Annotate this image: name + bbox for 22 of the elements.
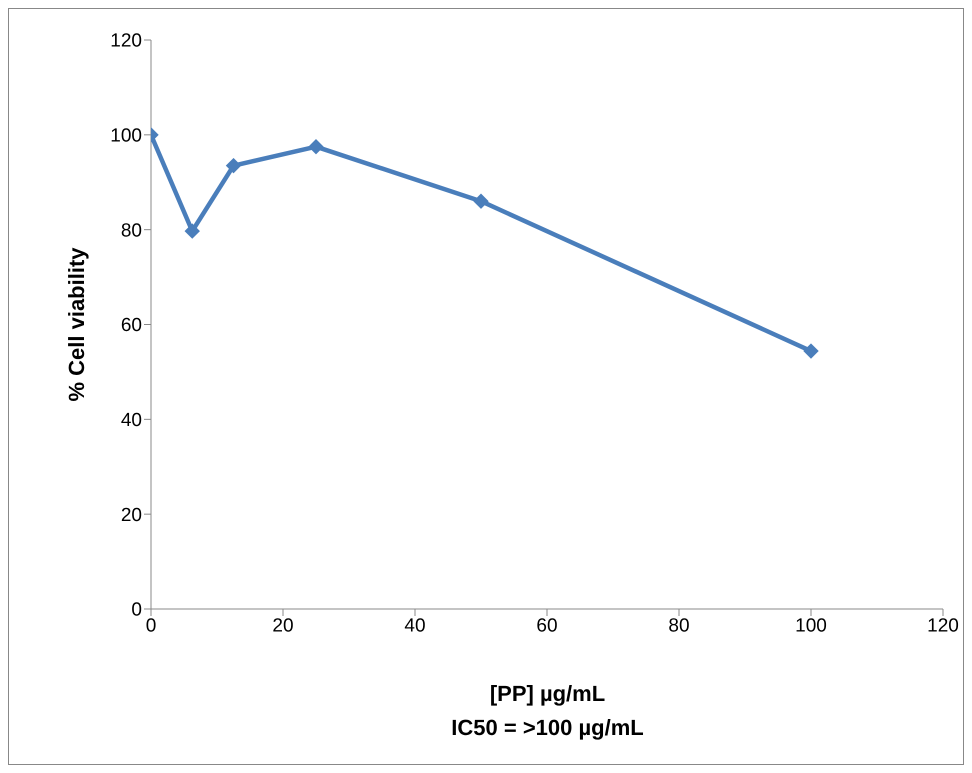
point (804, 344, 818, 359)
y-tick-label: 40 (120, 410, 142, 432)
y-tick-label: 20 (120, 504, 142, 526)
x-axis-title: [PP] µg/mL (488, 680, 606, 708)
x-tick-label: 100 (795, 615, 827, 636)
y-tick-label: 60 (120, 315, 142, 336)
y-tick-label: 80 (120, 220, 142, 242)
text: IC50 = >100 µg/mL (450, 714, 645, 742)
point (184, 224, 200, 239)
y-tick-label: 0 (131, 600, 142, 621)
point (474, 194, 488, 209)
point (308, 139, 324, 154)
x-tick-label: 40 (404, 615, 426, 636)
y-axis-title: % Cell viability (64, 246, 89, 402)
x-tick-label: 80 (668, 615, 690, 636)
x-tick-label: 20 (272, 615, 294, 636)
point (226, 158, 241, 174)
y-tick-label: 120 (110, 30, 142, 52)
x-tick-label: 60 (536, 615, 558, 636)
y-tick-label: 100 (110, 126, 142, 147)
x-tick-label: 0 (146, 615, 156, 636)
x-tick-label: 120 (927, 615, 959, 636)
